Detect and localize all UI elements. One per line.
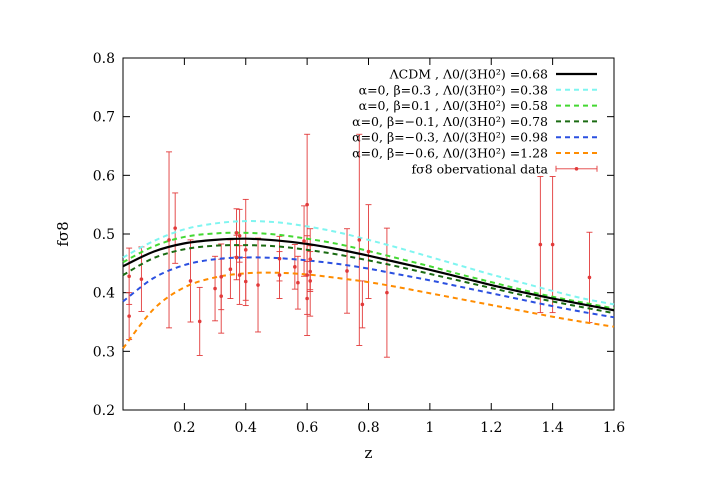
- y-tick-label: 0.6: [93, 168, 115, 184]
- data-point: [538, 242, 543, 247]
- legend-label: fσ8 obervational data: [412, 161, 549, 176]
- legend-label: ΛCDM , Λ0/(3H0²) =0.68: [389, 67, 548, 82]
- data-point: [127, 274, 131, 279]
- series-line: [122, 220, 615, 306]
- data-point: [296, 280, 300, 285]
- legend: ΛCDM , Λ0/(3H0²) =0.68α=0, β=0.3 , Λ0/(3…: [352, 67, 598, 176]
- data-point: [237, 233, 242, 238]
- data-point: [308, 269, 312, 274]
- x-tick-label: 1: [425, 420, 434, 436]
- data-point: [385, 290, 389, 295]
- data-point: [360, 302, 365, 307]
- data-point: [228, 267, 233, 272]
- data-point: [167, 238, 171, 242]
- data-point: [256, 283, 260, 287]
- data-point: [277, 256, 282, 261]
- x-tick-label: 1.2: [480, 420, 502, 436]
- legend-marker: [574, 167, 579, 171]
- data-point: [550, 242, 555, 247]
- data-point: [139, 277, 144, 281]
- data-point: [305, 296, 309, 301]
- series-line: [122, 244, 615, 315]
- x-tick-label: 1.6: [603, 420, 625, 436]
- data-point: [357, 238, 362, 242]
- legend-label: α=0, β=0.1 , Λ0/(3H0²) =0.58: [359, 98, 548, 113]
- data-point: [302, 239, 306, 243]
- data-point: [366, 249, 371, 254]
- y-tick-label: 0.5: [93, 227, 115, 243]
- y-axis-label: fσ8: [54, 221, 72, 246]
- data-point: [219, 294, 223, 298]
- legend-label: α=0, β=0.3 , Λ0/(3H0²) =0.38: [359, 82, 548, 97]
- y-tick-label: 0.2: [93, 403, 115, 419]
- data-point: [127, 314, 131, 318]
- data-point: [237, 273, 242, 277]
- data-point: [308, 279, 312, 283]
- data-point: [293, 265, 297, 269]
- series-line: [122, 237, 615, 312]
- legend-label: α=0, β=−0.1, Λ0/(3H0²) =0.78: [352, 114, 548, 129]
- y-axis: 0.2 0.3 0.4 0.5 0.6 0.7 0.8: [93, 51, 614, 419]
- data-point: [305, 273, 309, 277]
- data-point: [234, 255, 239, 260]
- x-tick-label: 0.4: [235, 420, 257, 436]
- y-tick-label: 0.4: [93, 286, 115, 302]
- data-point: [197, 319, 202, 324]
- data-point: [213, 286, 217, 291]
- data-point: [173, 226, 177, 230]
- data-point: [308, 257, 312, 262]
- y-tick-label: 0.8: [93, 51, 115, 67]
- legend-label: α=0, β=−0.6, Λ0/(3H0²) =1.28: [352, 146, 548, 161]
- data-point: [188, 279, 193, 283]
- data-point: [234, 231, 239, 235]
- x-tick-label: 1.4: [541, 420, 563, 436]
- data-points: [127, 202, 592, 324]
- data-point: [219, 275, 223, 279]
- x-axis: 0.2 0.4 0.6 0.8 1 1.2 1.4 1.6: [173, 58, 625, 436]
- series-line: [122, 256, 615, 319]
- data-point: [277, 273, 282, 277]
- data-point: [243, 279, 248, 284]
- data-point: [305, 202, 309, 207]
- x-axis-label: z: [365, 444, 373, 462]
- data-point: [243, 248, 248, 252]
- x-tick-label: 0.8: [357, 420, 379, 436]
- y-tick-label: 0.3: [93, 344, 115, 360]
- data-point: [345, 269, 349, 273]
- legend-label: α=0, β=−0.3, Λ0/(3H0²) =0.98: [352, 130, 548, 145]
- series-line: [122, 271, 615, 350]
- data-point: [587, 275, 592, 280]
- x-tick-label: 0.2: [173, 420, 195, 436]
- y-tick-label: 0.7: [93, 110, 115, 126]
- x-tick-label: 0.6: [296, 420, 318, 436]
